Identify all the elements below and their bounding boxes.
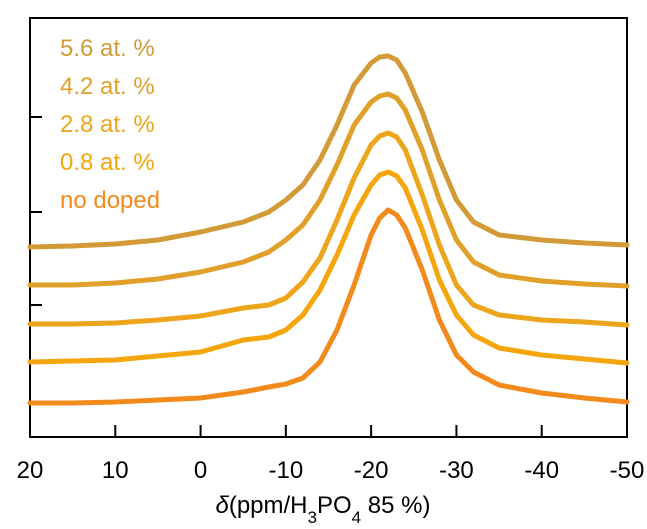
x-axis-label-part: 85 %)	[361, 492, 430, 519]
x-axis-label-part: δ	[215, 492, 229, 519]
x-tick-label: -40	[524, 457, 559, 484]
spectrum-line	[27, 169, 630, 366]
plot-frame	[29, 17, 628, 438]
x-tick-label: 0	[194, 457, 207, 484]
x-tick-label: -30	[439, 457, 474, 484]
x-axis-label-part: (ppm/H	[229, 492, 308, 519]
spectrum-line	[27, 130, 630, 328]
spectrum-line	[27, 91, 630, 289]
legend-entry: 4.2 at. %	[60, 73, 155, 100]
x-axis-label: δ(ppm/H3PO4 85 %)	[215, 492, 430, 527]
x-tick-label: -10	[269, 457, 304, 484]
x-axis-label-part: 4	[352, 508, 361, 527]
x-axis-label-part: PO	[317, 492, 352, 519]
spectrum-line	[27, 207, 630, 406]
legend-entry: 0.8 at. %	[60, 149, 155, 176]
legend-entry: no doped	[60, 187, 160, 214]
spectrum-line	[27, 53, 630, 250]
legend-entry: 5.6 at. %	[60, 35, 155, 62]
x-axis-label-part: 3	[308, 508, 317, 527]
x-tick-label: -20	[354, 457, 389, 484]
x-tick-label: 10	[102, 457, 129, 484]
x-tick-label: -50	[610, 457, 645, 484]
legend-entry: 2.8 at. %	[60, 111, 155, 138]
x-tick-label: 20	[17, 457, 44, 484]
